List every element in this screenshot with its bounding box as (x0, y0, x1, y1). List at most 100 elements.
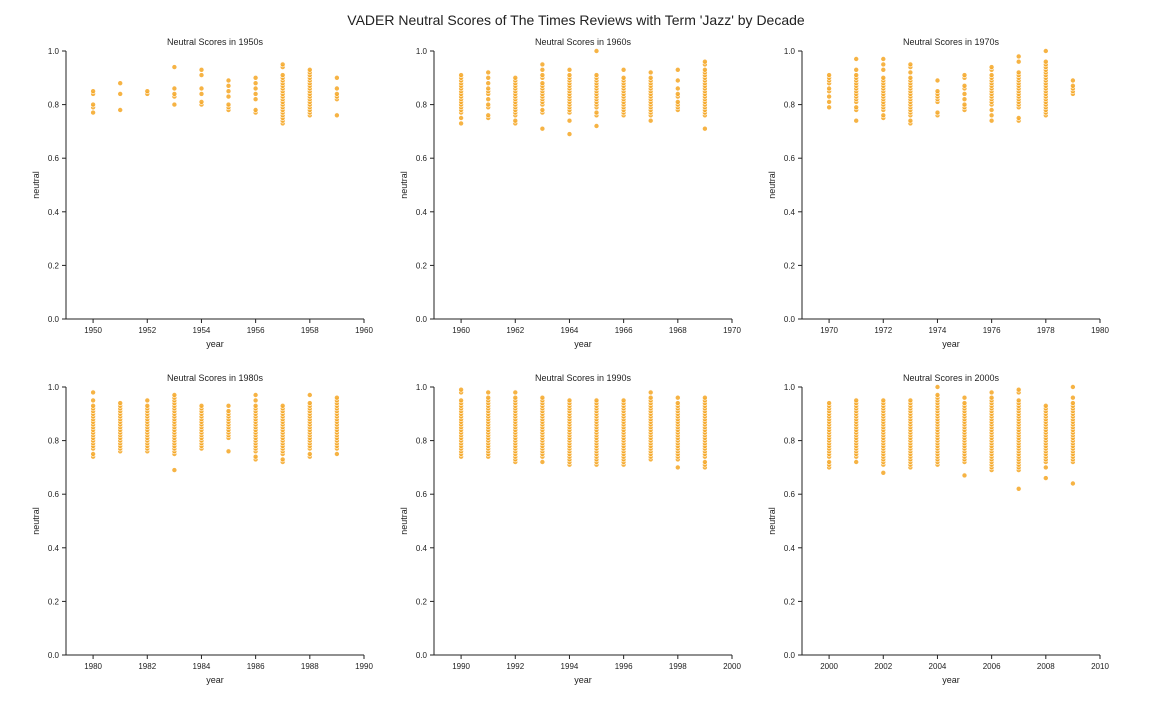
data-point (1015, 386, 1022, 393)
y-tick-label: 0.4 (416, 544, 428, 553)
data-point (566, 397, 573, 404)
data-point (674, 99, 681, 105)
data-point (988, 389, 995, 396)
data-point (647, 117, 654, 124)
data-point (512, 394, 519, 401)
x-tick-label: 1970 (820, 326, 838, 335)
data-point (225, 402, 232, 409)
data-point (458, 397, 464, 404)
data-point (225, 83, 232, 89)
data-points (826, 384, 1076, 492)
data-point (171, 91, 178, 97)
data-point (1070, 394, 1076, 401)
x-tick-label: 1972 (874, 326, 892, 335)
data-point (907, 61, 914, 68)
data-point (171, 392, 178, 398)
x-tick-label: 1960 (452, 326, 470, 335)
y-tick-label: 0.2 (416, 597, 428, 606)
data-point (880, 75, 887, 81)
x-tick-label: 1976 (983, 326, 1001, 335)
panel-title: Neutral Scores in 2000s (903, 373, 1000, 383)
y-axis-label: neutral (399, 171, 409, 199)
x-tick-label: 1990 (355, 662, 373, 671)
data-point (907, 117, 914, 124)
data-point (334, 112, 340, 119)
data-point (934, 109, 941, 116)
data-point (1070, 83, 1076, 89)
data-point (306, 392, 313, 398)
data-point (539, 394, 546, 401)
data-point (674, 400, 681, 406)
data-point (1043, 402, 1049, 409)
data-point (334, 451, 340, 457)
x-tick-label: 1962 (506, 326, 524, 335)
x-tick-label: 1952 (138, 326, 156, 335)
data-point (279, 402, 286, 409)
data-point (674, 85, 681, 92)
data-point (853, 397, 860, 404)
data-point (988, 64, 995, 70)
data-point (198, 99, 205, 105)
x-tick-label: 2004 (929, 662, 947, 671)
data-point (171, 64, 178, 70)
data-point (961, 400, 968, 406)
data-point (458, 115, 464, 121)
data-point (1070, 384, 1076, 390)
data-point (934, 77, 941, 84)
data-point (934, 384, 941, 390)
x-tick-label: 2002 (874, 662, 892, 671)
y-tick-label: 0.8 (416, 437, 428, 446)
data-point (117, 80, 123, 86)
data-point (117, 91, 123, 97)
data-point (90, 88, 96, 94)
data-point (880, 67, 887, 73)
x-tick-label: 2000 (723, 662, 741, 671)
y-axis-label: neutral (767, 171, 777, 199)
x-tick-label: 1988 (301, 662, 319, 671)
data-point (1043, 475, 1049, 481)
y-tick-label: 0.0 (48, 651, 60, 660)
x-tick-label: 1978 (1037, 326, 1055, 335)
data-point (198, 91, 205, 97)
y-tick-label: 0.4 (48, 208, 60, 217)
x-tick-label: 1958 (301, 326, 319, 335)
data-point (252, 107, 259, 113)
data-point (647, 75, 654, 81)
y-tick-label: 0.4 (784, 208, 796, 217)
x-tick-label: 1968 (669, 326, 687, 335)
y-tick-label: 0.2 (416, 261, 428, 270)
data-point (853, 459, 860, 465)
data-point (674, 91, 681, 97)
data-point (334, 91, 340, 97)
data-point (252, 85, 259, 92)
data-point (144, 397, 151, 404)
y-tick-label: 0.4 (784, 544, 796, 553)
data-point (674, 77, 681, 84)
data-point (117, 400, 123, 406)
data-point (702, 67, 708, 73)
data-point (853, 56, 860, 62)
data-point (988, 117, 995, 124)
data-point (907, 75, 914, 81)
data-point (485, 80, 492, 86)
data-point (225, 77, 232, 84)
data-point (279, 61, 286, 68)
data-point (485, 75, 492, 81)
data-points (90, 61, 340, 127)
data-point (593, 72, 600, 78)
panel-title: Neutral Scores in 1990s (535, 373, 632, 383)
data-point (988, 394, 995, 401)
data-point (1043, 48, 1049, 54)
data-point (90, 397, 96, 404)
data-point (1070, 77, 1076, 84)
data-point (1015, 53, 1022, 60)
data-point (961, 72, 968, 78)
y-tick-label: 1.0 (784, 47, 796, 56)
data-point (620, 397, 627, 404)
y-tick-label: 1.0 (416, 47, 428, 56)
data-point (934, 392, 941, 398)
data-points (458, 48, 708, 137)
data-point (988, 107, 995, 113)
